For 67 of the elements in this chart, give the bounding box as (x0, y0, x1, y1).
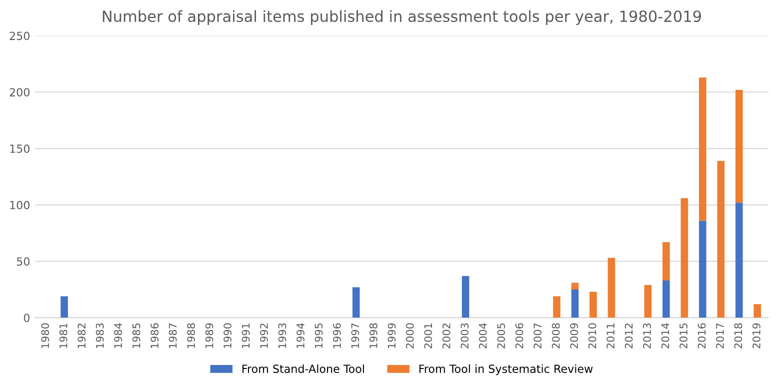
bar (735, 90, 743, 203)
legend-label: From Tool in Systematic Review (419, 364, 593, 376)
x-tick-label: 2009 (570, 323, 578, 348)
bar (662, 242, 670, 280)
x-tick-label: 1999 (388, 323, 396, 348)
x-tick-label: 1993 (278, 323, 286, 348)
bar (698, 77, 706, 221)
bar (662, 280, 670, 318)
bar (571, 282, 579, 290)
x-tick-label: 2019 (752, 323, 760, 348)
x-tick-label: 1994 (296, 323, 304, 348)
y-tick-label: 250 (10, 32, 30, 40)
x-tick-label: 2016 (698, 323, 706, 348)
bar (352, 287, 360, 318)
y-tick-label: 0 (24, 314, 30, 322)
bar (680, 198, 688, 318)
x-tick-label: 2010 (588, 323, 596, 348)
x-tick-label: 1989 (205, 323, 214, 348)
x-tick-label: 1985 (132, 323, 140, 348)
x-tick-label: 1982 (78, 324, 86, 348)
bar (462, 276, 470, 318)
x-tick-label: 1998 (369, 323, 378, 348)
x-tick-label: 1996 (333, 323, 341, 348)
y-tick-label: 150 (10, 144, 30, 153)
bar (698, 220, 706, 318)
x-tick-label: 2014 (661, 323, 670, 348)
bar (754, 304, 762, 318)
x-tick-label: 2012 (624, 324, 633, 348)
x-tick-label: 1984 (114, 323, 122, 348)
y-tick-label: 50 (16, 257, 30, 266)
x-tick-label: 2017 (716, 323, 724, 348)
x-tick-label: 1997 (351, 323, 360, 348)
x-tick-label: 2007 (534, 323, 542, 348)
x-tick-label: 1995 (314, 323, 323, 348)
x-tick-label: 2000 (406, 323, 414, 348)
y-tick-label: 100 (10, 200, 30, 210)
bar (553, 296, 560, 318)
x-tick-label: 1980 (41, 323, 50, 348)
legend-label: From Stand-Alone Tool (242, 364, 364, 373)
x-tick-label: 2005 (497, 323, 506, 348)
x-tick-label: 2011 (606, 324, 614, 348)
bar (735, 202, 743, 318)
x-tick-label: 1983 (96, 323, 104, 348)
x-tick-label: 2003 (460, 323, 469, 348)
x-tick-label: 1987 (168, 323, 177, 348)
x-tick-label: 1981 (59, 324, 68, 348)
x-tick-label: 2001 (424, 324, 432, 348)
x-tick-label: 2004 (478, 323, 487, 348)
bar (608, 258, 616, 318)
x-tick-label: 2002 (442, 324, 450, 348)
x-tick-label: 2015 (680, 323, 688, 348)
x-tick-label: 2008 (552, 323, 560, 348)
x-tick-label: 1992 (260, 324, 268, 348)
bar (717, 160, 725, 318)
x-tick-label: 2006 (515, 323, 524, 348)
x-tick-label: 1986 (150, 323, 158, 348)
bar (60, 296, 68, 318)
x-tick-label: 1991 (242, 324, 250, 348)
bar (590, 292, 597, 318)
x-tick-label: 2018 (734, 323, 742, 348)
chart-title: Number of appraisal items published in assessment tools per year, 1980-2019 (102, 10, 701, 26)
x-tick-label: 2013 (643, 323, 651, 348)
y-tick-label: 200 (10, 88, 30, 96)
x-tick-label: 1988 (187, 323, 195, 348)
bar (644, 285, 652, 318)
x-tick-label: 1990 (224, 323, 232, 348)
bar (571, 290, 579, 318)
